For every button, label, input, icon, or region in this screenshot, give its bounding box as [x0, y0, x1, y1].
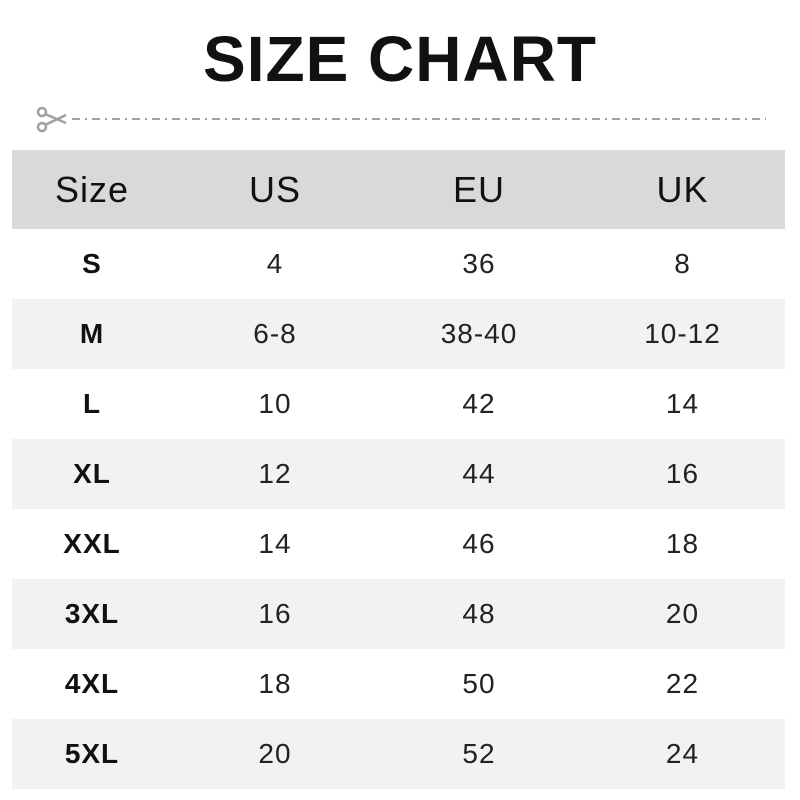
- cell-us: 6-8: [253, 318, 297, 349]
- table-row: S 4 36 8: [12, 229, 785, 299]
- cell-us: 12: [258, 458, 292, 489]
- cell-eu: 36: [462, 248, 496, 279]
- header-eu: EU: [452, 168, 505, 210]
- cell-size: 3XL: [64, 598, 120, 629]
- cut-line: [36, 106, 766, 133]
- table-row: XXL 14 46 18: [12, 509, 785, 579]
- cell-uk: 14: [665, 388, 700, 419]
- table-row: 5XL 20 52 24: [12, 719, 785, 789]
- scissors-icon: [36, 106, 67, 133]
- table-header: Size US EU UK: [12, 150, 785, 229]
- header-uk: UK: [656, 168, 709, 210]
- cell-uk: 8: [674, 248, 691, 279]
- table-row: L 10 42 14: [12, 369, 785, 439]
- cell-eu: 50: [462, 668, 496, 699]
- header-size: Size: [54, 168, 130, 210]
- size-table: Size US EU UK S 4 36 8 M 6-8 38-40 10-12 L 10 42 14…: [12, 150, 785, 789]
- cell-us: 14: [258, 528, 292, 559]
- cell-eu: 48: [462, 598, 496, 629]
- page-title: SIZE CHART: [203, 23, 597, 95]
- cell-size: M: [79, 318, 105, 349]
- cell-eu: 38-40: [440, 318, 518, 349]
- cell-size: 4XL: [64, 668, 120, 699]
- cell-uk: 24: [665, 738, 700, 769]
- cell-us: 10: [258, 388, 292, 419]
- cell-size: 5XL: [64, 738, 120, 769]
- cell-us: 4: [266, 248, 284, 279]
- cell-uk: 10-12: [644, 318, 721, 349]
- cell-eu: 42: [462, 388, 496, 419]
- cell-eu: 52: [462, 738, 496, 769]
- cell-uk: 22: [665, 668, 700, 699]
- cell-eu: 46: [462, 528, 496, 559]
- cell-eu: 44: [462, 458, 496, 489]
- table-row: M 6-8 38-40 10-12: [12, 299, 785, 369]
- table-row: XL 12 44 16: [12, 439, 785, 509]
- cell-uk: 18: [665, 528, 700, 559]
- cell-size: XXL: [63, 528, 121, 559]
- cell-size: S: [82, 248, 102, 279]
- cell-size: L: [82, 388, 102, 419]
- cell-uk: 16: [665, 458, 700, 489]
- header-us: US: [248, 168, 301, 210]
- table-row: 4XL 18 50 22: [12, 649, 785, 719]
- cell-us: 16: [258, 598, 292, 629]
- table-row: 3XL 16 48 20: [12, 579, 785, 649]
- cell-us: 20: [258, 738, 292, 769]
- cell-uk: 20: [665, 598, 700, 629]
- cell-size: XL: [73, 458, 111, 489]
- cell-us: 18: [258, 668, 292, 699]
